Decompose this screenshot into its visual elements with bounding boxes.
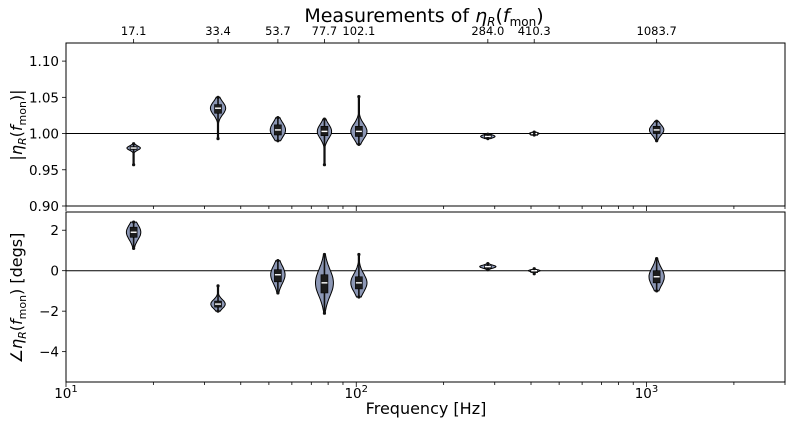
- violin-min-point: [357, 142, 361, 147]
- violin-max-point: [216, 95, 220, 99]
- violin: [269, 116, 286, 143]
- violin: [126, 142, 141, 167]
- violin: [350, 252, 368, 299]
- violin-min-point: [655, 289, 659, 293]
- top-tick-label: 1083.7: [637, 24, 677, 38]
- y-tick-label: 2: [50, 223, 59, 239]
- y-axis-label-magnitude: |ηR(fmon)|: [7, 89, 29, 160]
- y-tick-label: 1.00: [29, 127, 59, 143]
- violin-max-point: [276, 258, 280, 263]
- violin: [350, 95, 368, 147]
- violin-min-point: [276, 139, 280, 143]
- violin: [528, 130, 540, 137]
- violin: [649, 119, 665, 143]
- violin-max-point: [357, 95, 361, 99]
- x-axis-ticks: 101 102 103: [54, 384, 658, 402]
- y-tick-label: 0: [50, 264, 59, 280]
- violin-box: [274, 269, 282, 283]
- violin-max-point: [132, 142, 136, 146]
- magnitude-panel: 0.90 0.95 1.00 1.05 1.10: [29, 42, 786, 215]
- x-tick-label: 101: [54, 384, 78, 402]
- y-tick-label: 0.95: [29, 163, 59, 179]
- violin: [648, 256, 665, 293]
- x-axis-label: Frequency [Hz]: [366, 399, 487, 418]
- top-tick-label: 33.4: [205, 24, 231, 38]
- top-tick-label: 17.1: [121, 24, 147, 38]
- violin: [479, 132, 496, 141]
- top-tick-label: 410.3: [518, 24, 551, 38]
- violin: [210, 284, 226, 313]
- violin-max-point: [532, 267, 536, 271]
- top-tick-label: 284.0: [471, 24, 504, 38]
- violin-min-point: [216, 137, 220, 141]
- top-tick-label: 77.7: [312, 24, 338, 38]
- violin: [527, 267, 541, 276]
- violin-max-point: [655, 119, 659, 123]
- violin-max-point: [322, 117, 327, 121]
- violin-min-point: [322, 311, 327, 315]
- violin-box: [320, 274, 329, 294]
- y-tick-label: −4: [39, 345, 59, 361]
- top-tick-label: 53.7: [265, 24, 291, 38]
- violin-max-point: [655, 256, 659, 261]
- panel-frame: [65, 42, 786, 207]
- violin-min-point: [486, 137, 490, 141]
- violin-min-point: [322, 163, 327, 167]
- violin-max-point: [322, 252, 327, 257]
- violin-max-point: [532, 130, 536, 134]
- x-tick-label: 103: [635, 384, 659, 402]
- top-tick-labels: 17.1 33.4 53.7 77.7 102.1 284.0 410.3 1083.7: [121, 24, 677, 43]
- violin-min-point: [532, 133, 536, 137]
- violin-min-point: [486, 268, 490, 272]
- violin-min-point: [216, 309, 220, 313]
- violin-max-point: [132, 220, 136, 224]
- y-tick-label: 1.10: [29, 54, 59, 70]
- violin: [479, 262, 497, 272]
- y-axis-label-phase: ∠ηR(fmon) [degs]: [7, 233, 29, 364]
- violin-max-point: [276, 116, 280, 120]
- x-tick-label: 102: [344, 384, 368, 402]
- violin-min-point: [276, 291, 280, 295]
- violin-min-point: [132, 246, 136, 251]
- violin-max-point: [216, 284, 220, 288]
- violin: [316, 117, 333, 167]
- violin-min-point: [132, 163, 136, 167]
- phase-panel: −4 −2 0 2: [39, 211, 786, 387]
- violin-min-point: [532, 272, 536, 276]
- violin-max-point: [357, 252, 361, 257]
- violin: [270, 258, 286, 295]
- violin: [209, 95, 227, 141]
- y-tick-label: 1.05: [29, 90, 59, 106]
- violin: [315, 252, 334, 315]
- panel-frame: [65, 211, 786, 383]
- violin-max-point: [486, 132, 490, 136]
- violin-min-point: [655, 139, 659, 143]
- y-tick-label: 0.90: [29, 199, 59, 215]
- top-tick-label: 102.1: [342, 24, 375, 38]
- violin-box: [214, 104, 222, 114]
- violin: [125, 220, 142, 251]
- violin-min-point: [357, 295, 361, 299]
- violin-max-point: [486, 262, 490, 266]
- chart-title: Measurements of ηR(fmon): [304, 5, 543, 29]
- y-tick-label: −2: [39, 304, 59, 320]
